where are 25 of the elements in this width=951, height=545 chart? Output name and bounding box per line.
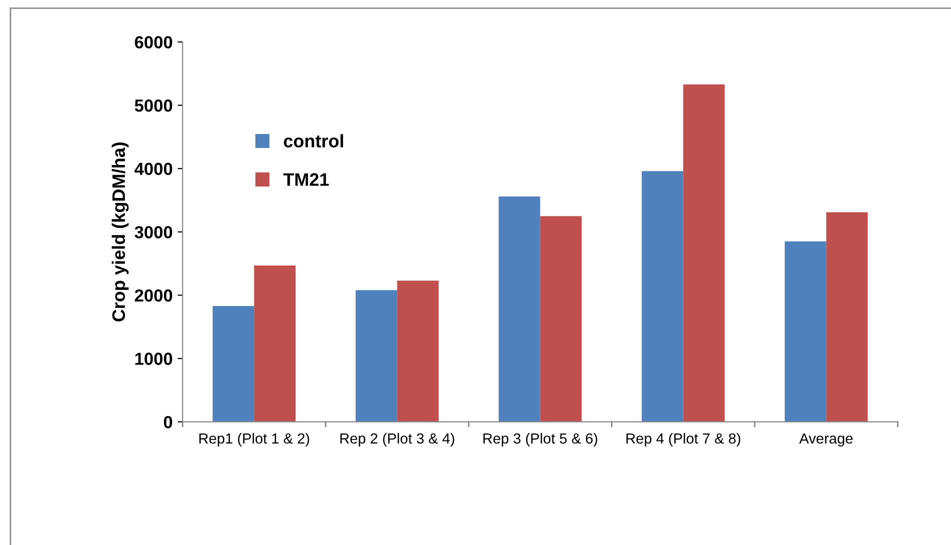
x-tick-label: Rep1 (Plot 1 & 2) bbox=[199, 432, 310, 447]
x-tick-label: Rep 4 (Plot 7 & 8) bbox=[626, 432, 740, 447]
y-tick-label: 5000 bbox=[134, 99, 172, 112]
bar bbox=[642, 171, 684, 422]
x-tick-label: Average bbox=[799, 433, 853, 447]
x-tick-label: Rep 3 (Plot 5 & 6) bbox=[483, 432, 598, 447]
bar bbox=[540, 216, 582, 422]
bar bbox=[498, 196, 540, 422]
bar bbox=[683, 84, 725, 422]
bar bbox=[397, 280, 439, 422]
y-tick-label: 4000 bbox=[134, 162, 172, 176]
y-axis-title: Crop yield (kgDM/ha) bbox=[112, 142, 129, 322]
bar bbox=[826, 212, 868, 422]
bar bbox=[784, 241, 826, 422]
legend-label: TM21 bbox=[283, 173, 329, 186]
bar bbox=[254, 265, 296, 422]
y-tick-label: 0 bbox=[164, 416, 172, 428]
bar bbox=[356, 290, 398, 422]
y-tick-label: 1000 bbox=[135, 352, 172, 365]
x-tick-label: Rep 2 (Plot 3 & 4) bbox=[340, 432, 454, 447]
bar bbox=[212, 306, 254, 422]
y-tick-label: 3000 bbox=[134, 226, 172, 238]
legend-label: control bbox=[284, 134, 344, 148]
y-tick-label: 6000 bbox=[134, 36, 172, 48]
y-tick-label: 2000 bbox=[134, 289, 172, 302]
